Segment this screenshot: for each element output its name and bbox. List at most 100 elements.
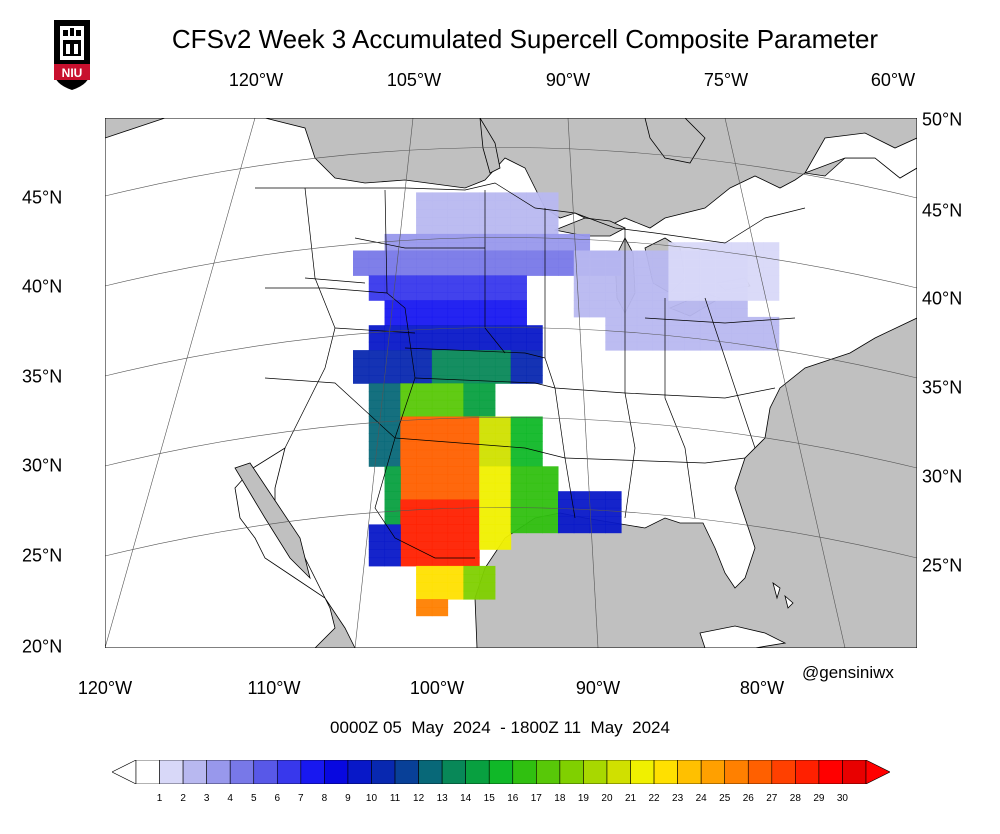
scp-cell	[400, 482, 417, 492]
scp-cell	[463, 590, 480, 600]
scp-cell	[510, 458, 527, 467]
scp-cell	[510, 441, 527, 451]
scp-cell	[368, 358, 386, 368]
scp-cell	[400, 408, 417, 417]
scp-cell	[463, 209, 480, 218]
scp-cell	[621, 316, 638, 326]
colorbar-swatch	[253, 760, 278, 784]
scp-cell	[431, 549, 449, 559]
scp-cell	[699, 325, 717, 334]
scp-cell	[463, 416, 480, 426]
top-lon-label: 60°W	[870, 70, 916, 90]
scp-cell	[463, 516, 480, 525]
scp-cell	[731, 325, 748, 334]
scp-cell	[384, 416, 401, 426]
scp-cell	[763, 258, 780, 268]
scp-cell	[621, 292, 638, 301]
scp-cell	[652, 308, 669, 318]
scp-cell	[447, 458, 464, 467]
scp-cell	[384, 557, 401, 567]
scp-cell	[353, 375, 370, 384]
scp-cell	[368, 449, 386, 459]
scp-cell	[763, 341, 780, 351]
colorbar-swatch	[818, 760, 843, 784]
scp-cell	[431, 424, 449, 434]
colorbar-tick-label: 20	[601, 793, 613, 804]
scp-cell	[479, 424, 496, 434]
left-lat-label: 40°N	[22, 276, 63, 297]
scp-cell	[368, 408, 386, 417]
scp-cell	[573, 233, 591, 243]
scp-cell	[447, 416, 464, 426]
colorbar-swatch	[771, 760, 796, 784]
scp-cell	[715, 242, 732, 251]
scp-cell	[479, 233, 496, 243]
scp-cell	[731, 341, 748, 351]
scp-cell	[684, 325, 701, 334]
scp-cell	[447, 507, 464, 517]
scp-cell	[416, 283, 433, 293]
scp-cell	[463, 233, 480, 243]
scp-cell	[526, 366, 543, 376]
logo-text: NIU	[62, 66, 83, 80]
scp-cell	[542, 209, 559, 218]
scp-cell	[510, 350, 527, 359]
niu-logo-icon: NIU	[54, 20, 90, 90]
scp-cell	[479, 482, 496, 492]
colorbar-swatch	[536, 760, 561, 784]
scp-cell	[431, 192, 449, 202]
scp-cell	[494, 209, 512, 218]
scp-cell	[494, 341, 512, 351]
scp-cell	[447, 433, 464, 442]
scp-cell	[416, 433, 433, 442]
scp-cell	[384, 424, 401, 434]
gulf-of-california	[234, 462, 311, 580]
scp-cell	[652, 333, 669, 343]
scp-cell	[447, 582, 464, 592]
left-lat-label: 45°N	[22, 187, 63, 208]
political-boundaries	[255, 182, 806, 559]
scp-cell	[605, 275, 622, 285]
scp-cell	[494, 416, 512, 426]
scp-cell	[431, 466, 449, 476]
scp-cell	[542, 225, 559, 235]
scp-cell	[510, 449, 527, 459]
scp-cell	[368, 292, 386, 301]
scp-cell	[542, 516, 559, 525]
scp-cell	[447, 557, 464, 567]
scp-cell	[416, 341, 433, 351]
scp-cell	[431, 507, 449, 517]
scp-cell	[416, 267, 433, 276]
colorbar-swatch	[842, 760, 867, 784]
scp-cell	[463, 491, 480, 500]
scp-cell	[494, 258, 512, 268]
scp-cell	[368, 375, 386, 384]
colorbar-swatch	[300, 760, 325, 784]
scp-cell	[636, 267, 654, 276]
scp-cell	[431, 292, 449, 301]
scp-cell	[416, 491, 433, 500]
scp-cell	[526, 225, 543, 235]
scp-cell	[479, 267, 496, 276]
scp-cell	[384, 458, 401, 467]
scp-cell	[400, 449, 417, 459]
scp-cell	[384, 333, 401, 343]
scp-cell	[463, 449, 480, 459]
scp-cell	[479, 283, 496, 293]
scp-cell	[494, 366, 512, 376]
right-lat-label: 50°N	[922, 109, 963, 130]
scp-cell	[573, 516, 591, 525]
scp-cell	[416, 217, 433, 227]
scp-cell	[463, 408, 480, 417]
scp-cell	[400, 399, 417, 409]
colorbar-swatch	[418, 760, 443, 784]
scp-cell	[684, 283, 701, 293]
scp-cell	[526, 350, 543, 359]
scp-cell	[431, 275, 449, 285]
scp-cell	[431, 250, 449, 260]
scp-cell	[621, 283, 638, 293]
scp-cell	[652, 316, 669, 326]
scp-cell	[431, 499, 449, 509]
scp-cell	[447, 350, 464, 359]
scp-cell	[526, 449, 543, 459]
